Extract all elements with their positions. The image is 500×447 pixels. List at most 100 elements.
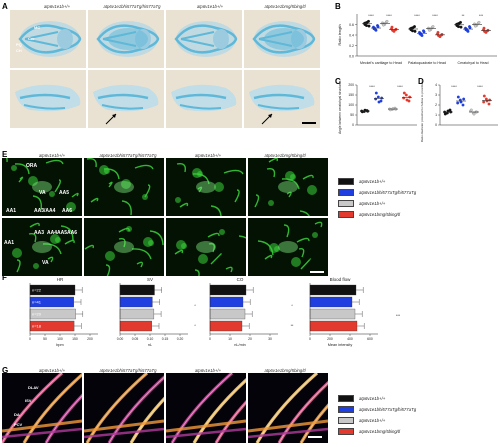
chart-c: 0 50 100 150 200 Angle between ceratohyal str… [338, 80, 417, 134]
legend-swatch [338, 200, 354, 207]
significance: ** [462, 14, 465, 18]
cartilage-image [166, 70, 242, 128]
bar [119, 296, 153, 308]
y-axis-label: Ratio diameter proximal to hollow to pro… [420, 80, 424, 142]
data-point [456, 95, 460, 99]
chart-title: SV [147, 277, 153, 282]
data-point [385, 19, 389, 23]
tick-label: 0.10 [147, 337, 154, 341]
data-point [376, 95, 380, 99]
tick-label: 400 [347, 337, 353, 341]
data-point [422, 30, 426, 34]
panel-letter-a: A [2, 2, 8, 11]
tick-label: 0.00 [117, 337, 124, 341]
col-header-e1: atp6v1e1b+/+ [38, 153, 66, 158]
label-da: DA [14, 412, 20, 417]
data-point [446, 109, 450, 113]
tick-label: 4 [435, 83, 437, 87]
x-group-label: Palatoquadrate to Head [408, 61, 446, 65]
n-label: n=20 [32, 312, 42, 317]
legend-swatch [338, 395, 354, 402]
legend-label: atp6v1e1b+/+ [359, 201, 386, 206]
significance: **** [414, 14, 420, 18]
legend-item-2: atp6v1e1b+/+ [338, 200, 385, 207]
data-point [466, 29, 470, 33]
tick-label: 0.0 [349, 54, 354, 58]
label-mc: MC [34, 25, 41, 30]
data-point [431, 25, 435, 29]
legend-label: atp6v1e1b+/+ [359, 396, 386, 401]
panel-letter-d: D [418, 77, 424, 86]
legend-g-item-2: atp6v1e1b+/+ [338, 417, 385, 424]
col-header-a3: atp6v1e1b+/+ [196, 4, 224, 9]
tick-label: 0 [435, 123, 437, 127]
label-pcv: PCV [14, 422, 23, 427]
chart-b: 0.0 0.2 0.4 0.6 Ratio length Meckel's cartila… [337, 14, 497, 65]
legend-label: atp6v1e1bhi577aTg/hi577aTg [359, 190, 417, 195]
vessel-image [2, 373, 82, 443]
significance: **** [369, 85, 375, 89]
label-aa1: AA1 [6, 208, 17, 214]
data-point [382, 23, 385, 27]
cartilage-image [244, 10, 320, 68]
tick-label: 600 [367, 337, 373, 341]
x-axis-label: nL/min [234, 343, 245, 347]
n-label: n=22 [32, 288, 42, 293]
label-aa4: AA4 [47, 230, 58, 236]
tick-label: 0.4 [349, 33, 354, 37]
data-point [376, 25, 380, 29]
tick-label: 0.20 [177, 337, 184, 341]
bar [309, 320, 358, 332]
significance: *** [479, 14, 484, 18]
legend-swatch [338, 189, 354, 196]
tick-label: 50 [43, 337, 47, 341]
col-header-g3: atp6v1e1b+/+ [194, 368, 222, 373]
tick-label: 10 [228, 337, 232, 341]
significance: **** [386, 14, 392, 18]
tick-label: 0 [309, 337, 311, 341]
cartilage-image [166, 10, 242, 68]
data-point [440, 33, 444, 36]
legend-label: atp6v1e1b+/+ [359, 179, 386, 184]
significance: * [291, 304, 293, 308]
significance: **** [477, 85, 483, 89]
label-pq: PQ [16, 42, 22, 47]
legend-g-item-3: atp6v1e1bmg/5bing/tl [338, 428, 400, 435]
legend-label: atp6v1e1bmg/5bing/tl [359, 212, 401, 217]
significance: ** [291, 324, 294, 328]
panel-letter-f: F [2, 273, 7, 282]
tick-label: 0 [29, 337, 31, 341]
data-point [420, 34, 424, 37]
legend-swatch [338, 417, 354, 424]
data-point [461, 103, 465, 107]
data-point [377, 100, 381, 104]
data-point [482, 94, 486, 98]
significance: **** [451, 85, 457, 89]
legend-g-item-0: atp6v1e1b+/+ [338, 395, 385, 402]
bar [309, 296, 353, 308]
data-point [474, 24, 477, 28]
bar [209, 296, 244, 308]
data-point [374, 91, 378, 95]
x-axis-label: Mean intensity [328, 343, 353, 347]
data-point [456, 101, 460, 105]
significance: * [194, 324, 196, 328]
tick-label: 200 [87, 337, 93, 341]
tick-label: 0.2 [349, 44, 354, 48]
legend-label: atp6v1e1bhi577aTg/hi577aTg [359, 407, 417, 412]
vasculature-image [2, 158, 82, 216]
significance: *** [396, 314, 401, 318]
y-axis-label: Ratio length [337, 24, 342, 45]
tick-label: 0.05 [132, 337, 139, 341]
cartilage-image [88, 70, 164, 128]
col-header-g1: atp6v1e1b+/+ [38, 368, 66, 373]
bar [309, 284, 357, 296]
panel-letter-b: B [335, 2, 341, 11]
col-header-e2: atp6v1e1bhi577aTg/hi577aTg [99, 153, 157, 158]
col-header-a2: atp6v1e1bhi577aTg/hi577aTg [103, 4, 161, 9]
data-point [391, 107, 395, 111]
bar [119, 284, 155, 296]
label-dlav: DLAV [28, 385, 39, 390]
x-axis-label: nL [148, 343, 152, 347]
